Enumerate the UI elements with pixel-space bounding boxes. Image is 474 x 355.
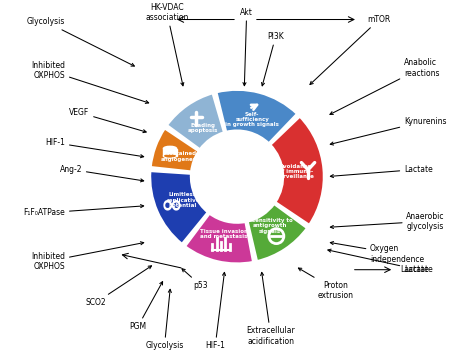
- Text: mTOR: mTOR: [310, 15, 391, 84]
- Text: Lactate: Lactate: [330, 165, 433, 178]
- Wedge shape: [150, 128, 199, 172]
- Text: Evading
apoptosis: Evading apoptosis: [188, 123, 219, 133]
- Wedge shape: [216, 89, 297, 143]
- Text: Inhibited
OXPHOS: Inhibited OXPHOS: [31, 61, 149, 103]
- Text: Self-
sufficiency
in growth signals: Self- sufficiency in growth signals: [225, 112, 279, 127]
- Text: Oxygen
independence: Oxygen independence: [330, 241, 424, 264]
- Text: Proton
extrusion: Proton extrusion: [299, 268, 354, 300]
- Ellipse shape: [164, 154, 177, 158]
- Wedge shape: [150, 171, 208, 244]
- Text: Inhibited
OXPHOS: Inhibited OXPHOS: [31, 242, 144, 271]
- Wedge shape: [185, 213, 253, 264]
- Text: ∞: ∞: [161, 192, 182, 218]
- Text: PGM: PGM: [129, 282, 163, 331]
- Text: Lactate: Lactate: [328, 249, 433, 274]
- Text: HK-VDAC
association: HK-VDAC association: [145, 2, 189, 86]
- Text: F₁F₀ATPase: F₁F₀ATPase: [24, 204, 144, 217]
- Text: Lactate: Lactate: [400, 265, 429, 274]
- Text: Anabolic
reactions: Anabolic reactions: [330, 58, 439, 114]
- Text: Limitless
replicative
potential: Limitless replicative potential: [166, 192, 200, 208]
- Text: Glycolysis: Glycolysis: [146, 289, 183, 350]
- Text: p53: p53: [182, 269, 208, 290]
- Bar: [164, 149, 177, 156]
- Text: HIF-1: HIF-1: [205, 272, 226, 350]
- Text: SCO2: SCO2: [86, 266, 152, 307]
- Text: VEGF: VEGF: [69, 108, 146, 133]
- Text: Kynurenins: Kynurenins: [330, 116, 447, 145]
- Text: Extracellular
acidification: Extracellular acidification: [246, 272, 295, 346]
- Text: Ang-2: Ang-2: [60, 165, 144, 182]
- Text: PI3K: PI3K: [262, 32, 284, 86]
- Text: Akt: Akt: [240, 8, 253, 86]
- Wedge shape: [247, 204, 307, 261]
- Text: Sustained
angiogenesis: Sustained angiogenesis: [161, 151, 202, 162]
- Text: Anaerobic
glycolysis: Anaerobic glycolysis: [330, 212, 445, 231]
- Circle shape: [191, 131, 283, 222]
- Text: Insensitivity to
antigrowth
signals: Insensitivity to antigrowth signals: [246, 218, 293, 234]
- Ellipse shape: [164, 146, 177, 151]
- Text: Avoidance
of immuno-
surveillance: Avoidance of immuno- surveillance: [277, 164, 315, 179]
- Text: Glycolysis: Glycolysis: [27, 17, 134, 66]
- Wedge shape: [270, 116, 324, 225]
- Text: Tissue invasion
and metastasis: Tissue invasion and metastasis: [200, 229, 247, 239]
- Wedge shape: [167, 93, 224, 149]
- Text: HIF-1: HIF-1: [46, 138, 144, 158]
